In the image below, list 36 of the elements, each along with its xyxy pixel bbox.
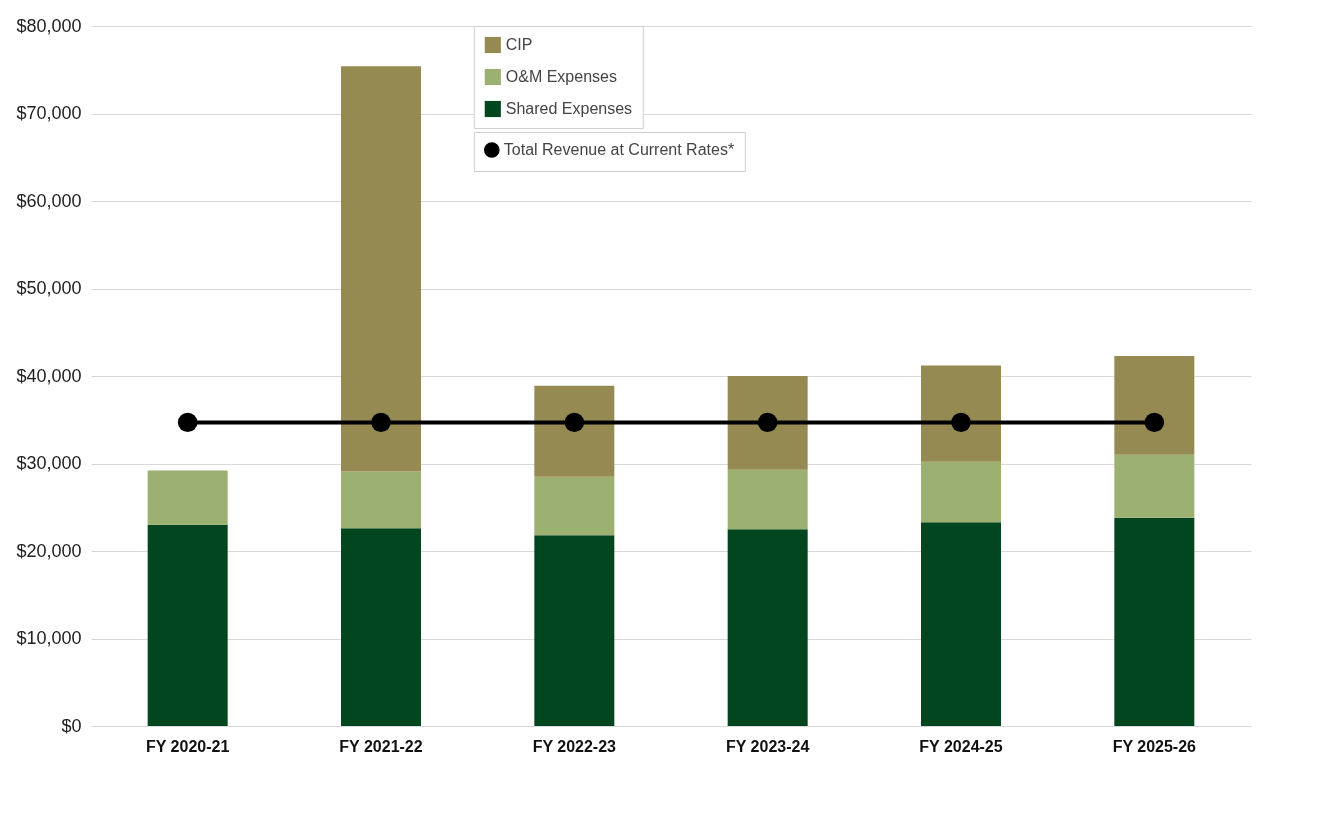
legend-label: CIP (505, 36, 533, 53)
y-tick-label: $40,000 (16, 365, 82, 386)
y-tick-label: $0 (61, 715, 82, 736)
bar (727, 376, 808, 470)
bar (921, 461, 1001, 523)
bar (341, 471, 421, 529)
legend-label: O&M Expenses (505, 68, 617, 85)
y-tick-label: $70,000 (16, 103, 82, 123)
y-tick-label: $60,000 (16, 190, 82, 211)
bar (1114, 454, 1195, 518)
bar (921, 522, 1001, 726)
bar (341, 528, 421, 726)
bar (341, 66, 421, 472)
bar (1114, 517, 1195, 726)
y-tick-label: $50,000 (16, 278, 82, 298)
bar (534, 385, 615, 477)
x-tick-label: FY 2022-23 (532, 737, 617, 755)
bar (534, 535, 615, 726)
bar (147, 524, 228, 726)
legend-label: Total Revenue at Current Rates* (503, 141, 735, 158)
bar (727, 469, 808, 530)
x-tick-label: FY 2020-21 (146, 737, 230, 755)
y-tick-label: $80,000 (16, 15, 82, 36)
bar (534, 476, 615, 536)
bar (727, 529, 808, 726)
bar (921, 365, 1001, 462)
x-tick-label: FY 2024-25 (919, 737, 1003, 755)
x-tick-label: FY 2025-26 (1112, 737, 1197, 755)
bar (147, 470, 228, 525)
y-tick-label: $20,000 (16, 540, 82, 561)
y-tick-label: $30,000 (16, 453, 82, 473)
bar (1114, 355, 1195, 455)
x-tick-label: FY 2023-24 (726, 737, 810, 755)
legend-label: Shared Expenses (505, 100, 633, 117)
x-tick-label: FY 2021-22 (339, 737, 423, 755)
y-tick-label: $10,000 (16, 628, 82, 648)
